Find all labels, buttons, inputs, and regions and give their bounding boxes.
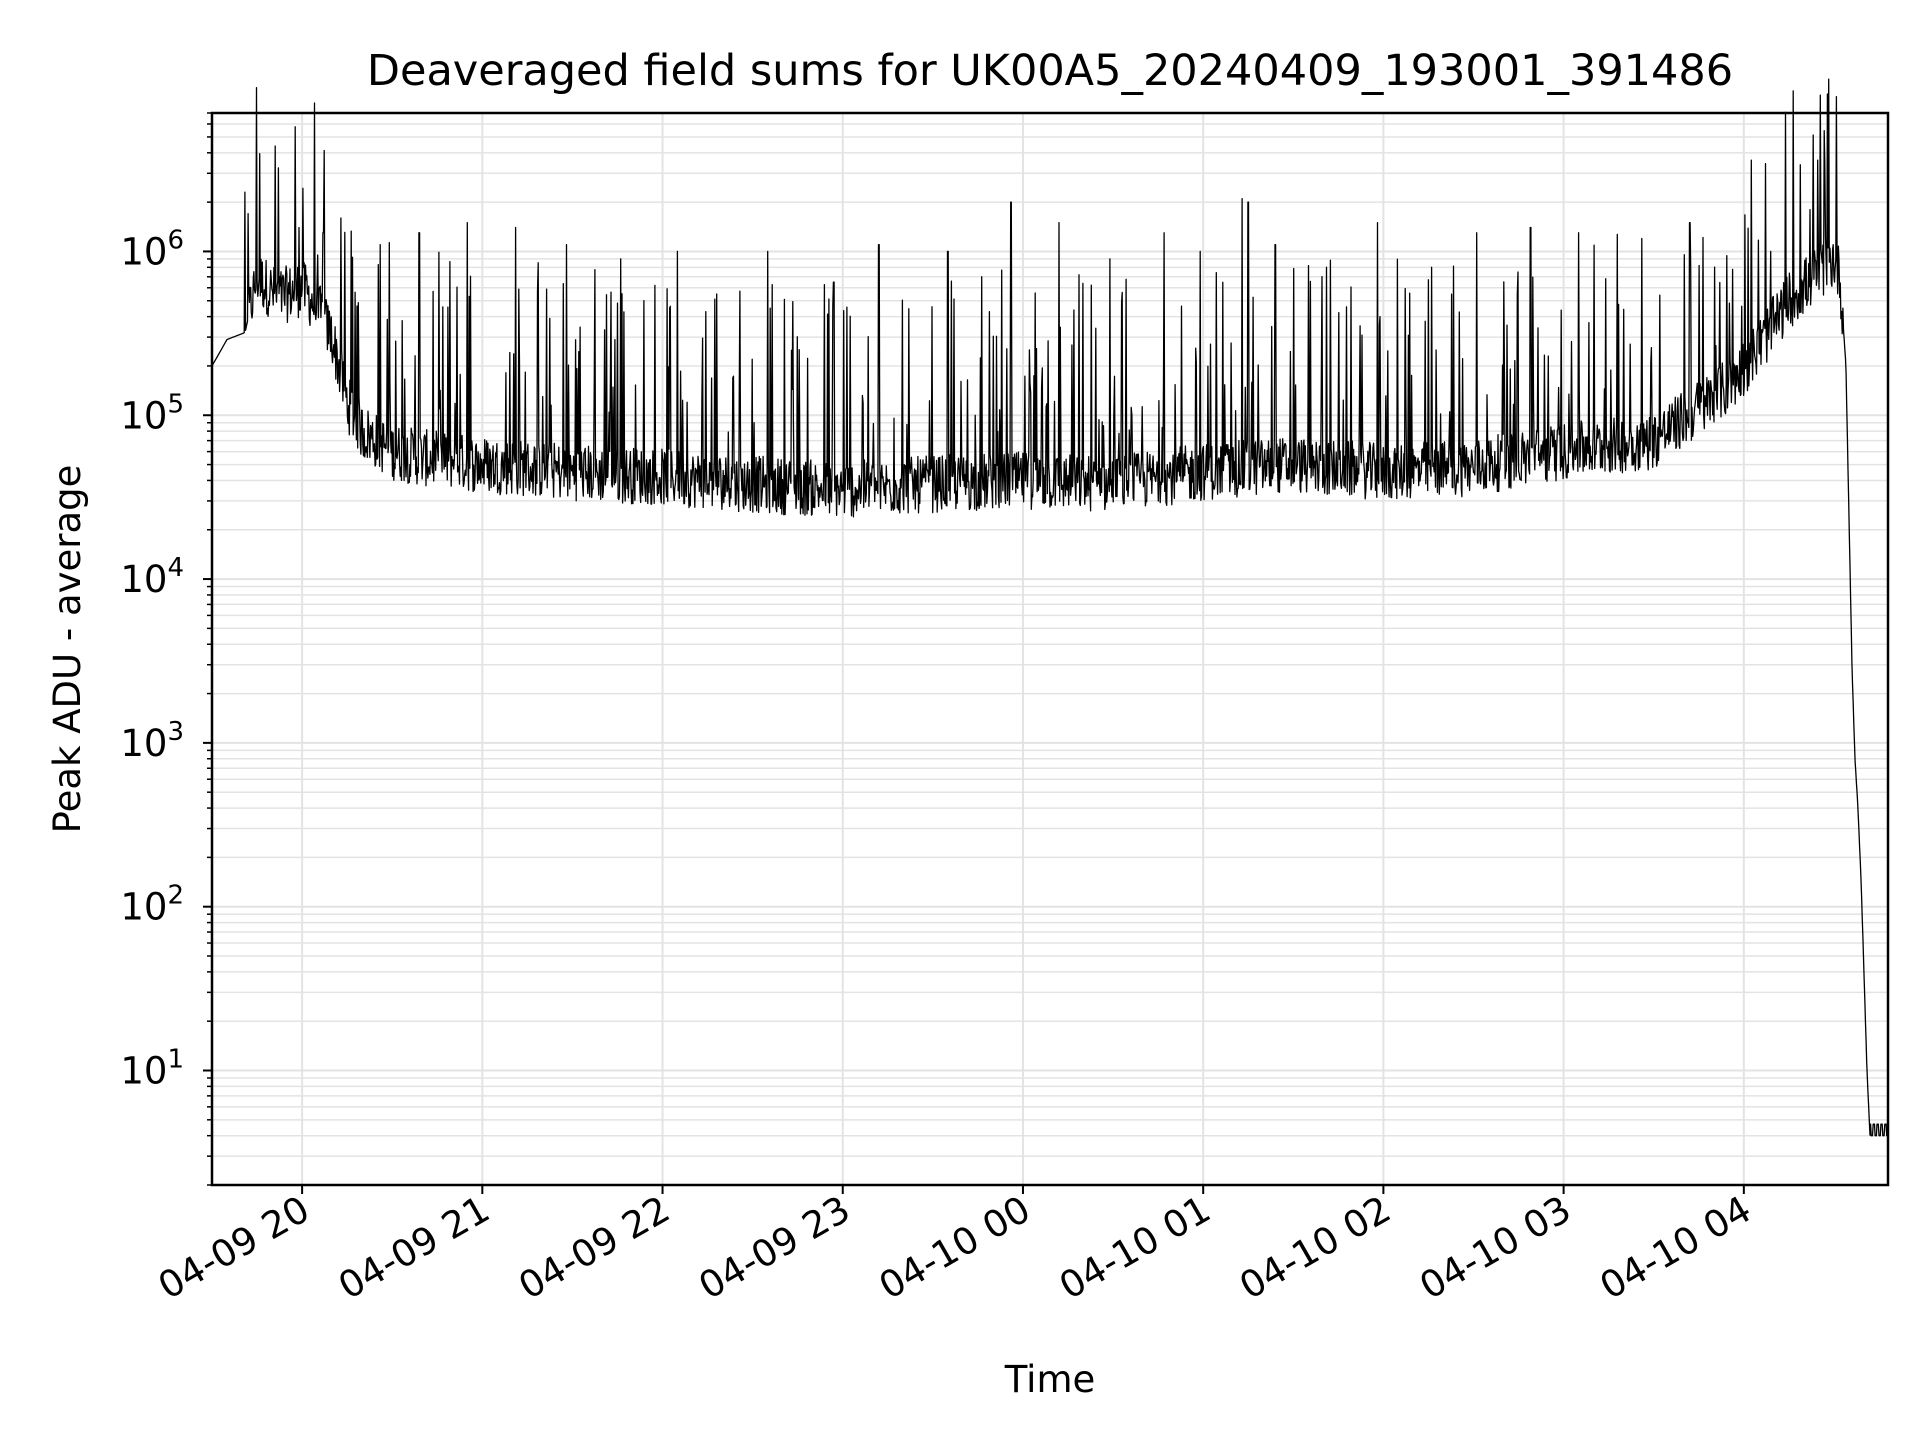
plot-frame [210, 111, 1890, 1187]
x-axis-label: Time [1004, 1358, 1096, 1401]
x-axis: 04-09 20 04-09 21 04-09 22 04-09 23 04-10 00… [151, 1185, 1758, 1308]
x-tick-label: 04-10 03 [1413, 1188, 1579, 1308]
y-axis: 101 102 103 104 105 106 [120, 112, 212, 1186]
y-tick-label: 103 [120, 717, 184, 765]
x-tick-label: 04-09 21 [331, 1188, 497, 1308]
gridlines [212, 112, 1888, 1186]
y-tick-label: 101 [120, 1045, 184, 1093]
x-tick-label: 04-09 22 [511, 1188, 677, 1308]
x-tick-label: 04-10 02 [1232, 1188, 1398, 1308]
x-tick-label: 04-10 00 [872, 1188, 1038, 1308]
y-tick-label: 102 [120, 881, 184, 929]
series-line-path [211, 78, 1889, 1137]
y-axis-label: Peak ADU - average [46, 465, 89, 834]
y-tick-label: 106 [120, 225, 184, 273]
chart-title: Deaveraged field sums for UK00A5_2024040… [367, 46, 1733, 96]
x-tick-label: 04-09 20 [151, 1188, 317, 1308]
x-tick-label: 04-10 04 [1593, 1188, 1759, 1308]
y-tick-label: 104 [120, 553, 184, 601]
series-line [211, 78, 1889, 1137]
x-tick-label: 04-10 01 [1052, 1188, 1218, 1308]
x-tick-label: 04-09 23 [692, 1188, 858, 1308]
y-tick-label: 105 [120, 389, 184, 437]
